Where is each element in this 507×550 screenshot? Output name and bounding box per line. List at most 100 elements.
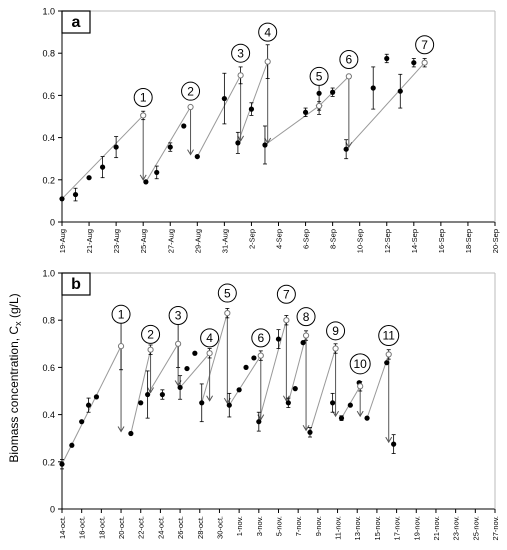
data-point-filled-a (343, 146, 349, 152)
data-point-open-a (345, 73, 352, 80)
data-point-filled-b (159, 391, 165, 398)
data-point-filled-b (59, 461, 65, 467)
data-point-filled-b (256, 419, 262, 425)
fit-line-b (201, 312, 228, 403)
data-point-filled-a (262, 142, 268, 148)
y-axis-label: Biomass concentration, Cx (g/L) (7, 293, 23, 462)
y-tick-label-b: 0.4 (42, 410, 55, 420)
data-point-open-b (283, 317, 290, 324)
data-point-filled-b (391, 441, 397, 447)
annotation-circle-b (168, 305, 188, 325)
data-point-filled-a (72, 191, 79, 198)
y-tick-label-a: 0.8 (42, 49, 55, 59)
drop-arrowhead-b (117, 426, 125, 433)
data-point-filled-a (248, 106, 255, 112)
fit-line-b (179, 352, 210, 388)
data-point-filled-b (79, 419, 85, 425)
data-point-filled-b (275, 336, 282, 342)
data-point-filled-b (285, 400, 291, 406)
x-tick-label-b: 17-nov. (393, 516, 402, 540)
data-point-filled-a (181, 123, 187, 129)
data-point-filled-b (145, 391, 151, 398)
x-tick-label-b: 18-oct. (97, 516, 106, 539)
annotation-label-b: 3 (175, 309, 182, 323)
x-tick-label-b: 14-oct. (58, 516, 67, 539)
data-point-open-b (147, 346, 154, 353)
drop-arrowhead-a (139, 174, 147, 181)
data-point-filled-b (192, 350, 198, 356)
data-point-filled-a (154, 169, 160, 176)
drop-arrowhead-a (187, 149, 194, 156)
data-point-filled-a (167, 144, 173, 150)
annotation-circle-b (251, 328, 271, 348)
x-tick-label-a: 8-Sep (329, 229, 338, 249)
data-point-filled-b (69, 442, 75, 448)
data-point-filled-b (338, 415, 345, 421)
drop-arrowhead-b (282, 395, 290, 402)
data-point-open-b (385, 351, 392, 358)
data-point-filled-b (307, 429, 313, 435)
data-point-open-b (257, 352, 264, 359)
data-point-filled-a (302, 109, 309, 115)
annotation-label-b: 6 (257, 331, 264, 345)
x-tick-label-b: 5-nov. (275, 516, 284, 536)
data-point-filled-a (113, 144, 119, 150)
data-point-open-a (315, 102, 323, 110)
fit-line-b (366, 354, 390, 419)
panel-letter-a: a (72, 14, 81, 31)
x-tick-label-b: 26-oct. (176, 516, 185, 539)
data-point-open-b (224, 310, 231, 317)
annotation-label-b: 8 (303, 310, 310, 324)
annotation-circle-b (141, 324, 161, 344)
drop-arrowhead-b (302, 425, 310, 432)
x-tick-label-a: 21-Aug (85, 229, 94, 253)
drop-arrowhead-a (237, 135, 245, 142)
data-point-filled-a (411, 60, 417, 66)
drop-arrowhead-b (385, 436, 393, 444)
y-tick-label-b: 0.2 (42, 457, 55, 467)
annotation-circle-b (326, 321, 346, 341)
data-point-filled-a (370, 85, 376, 91)
data-point-open-a (237, 72, 244, 79)
data-point-open-b (206, 350, 213, 357)
data-point-filled-b (243, 364, 249, 370)
annotation-label-b: 5 (224, 286, 231, 300)
y-tick-label-b: 1.0 (42, 269, 55, 279)
fit-line-a (237, 61, 269, 144)
x-tick-label-b: 27-nov. (491, 516, 500, 540)
x-tick-label-a: 16-Sep (437, 229, 446, 253)
data-point-filled-b (292, 386, 298, 392)
x-tick-label-b: 21-nov. (432, 516, 441, 540)
data-point-open-b (357, 383, 364, 390)
x-tick-label-a: 10-Sep (356, 229, 365, 253)
data-point-filled-b (300, 340, 306, 346)
annotation-circle-a (181, 81, 201, 101)
annotation-label-b: 7 (283, 287, 290, 301)
x-tick-label-a: 20-Sep (491, 229, 500, 253)
annotation-label-a: 1 (140, 91, 147, 105)
fit-line-a (264, 105, 320, 146)
fit-line-a (196, 75, 242, 157)
annotation-circle-a (339, 50, 359, 70)
fit-line-b (258, 320, 287, 422)
x-tick-label-b: 3-nov. (255, 516, 264, 536)
data-point-filled-b (251, 355, 257, 361)
x-tick-label-a: 6-Sep (302, 229, 311, 249)
x-tick-label-b: 16-oct. (78, 516, 87, 539)
data-point-filled-a (99, 164, 106, 170)
y-tick-label-a: 0.6 (42, 91, 55, 101)
fit-line-b (341, 386, 361, 419)
data-point-open-a (187, 103, 194, 111)
x-tick-label-b: 24-oct. (156, 516, 165, 539)
y-tick-label-a: 0.2 (42, 175, 55, 185)
x-tick-label-b: 19-nov. (412, 516, 421, 540)
annotation-circle-a (133, 88, 153, 108)
x-tick-label-a: 14-Sep (410, 229, 419, 253)
x-tick-label-a: 25-Aug (139, 229, 148, 253)
data-point-filled-a (397, 88, 403, 94)
annotation-circle-a (258, 22, 278, 42)
data-point-open-a (140, 112, 147, 119)
annotation-circle-b (276, 284, 296, 304)
annotation-label-b: 4 (206, 331, 213, 345)
y-tick-label-b: 0 (50, 505, 55, 515)
